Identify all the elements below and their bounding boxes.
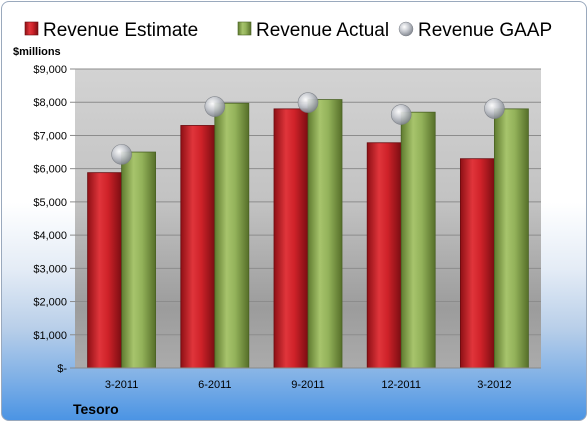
bars	[87, 99, 529, 369]
x-axis-ticks: 3-2011 6-2011 9-2011 12-2011 3-2012	[105, 379, 512, 391]
estimate-bar	[366, 142, 402, 369]
x-tick-label: 9-2011	[291, 379, 324, 391]
y-tick-label: $7,000	[33, 130, 67, 142]
legend-actual-swatch	[237, 21, 252, 36]
y-axis-ticks: $- $1,000 $2,000 $3,000 $4,000 $5,000 $6,000 $7…	[33, 64, 75, 375]
legend-label: Revenue Actual	[256, 20, 389, 41]
y-tick-label: $8,000	[33, 97, 67, 109]
estimate-bar	[180, 125, 216, 369]
y-tick-label: $3,000	[33, 263, 67, 275]
legend-label: Revenue GAAP	[418, 20, 552, 41]
estimate-bar	[273, 108, 309, 369]
y-tick-label: $5,000	[33, 197, 67, 209]
legend-estimate-swatch	[24, 21, 39, 36]
x-tick-label: 6-2011	[198, 379, 231, 391]
gaap-marker	[297, 92, 319, 113]
gaap-marker	[390, 104, 412, 125]
company-label: Tesoro	[73, 401, 119, 417]
actual-bar	[214, 102, 250, 369]
y-tick-label: $4,000	[33, 230, 67, 242]
estimate-bar	[459, 158, 495, 369]
actual-bar	[493, 108, 529, 369]
gaap-markers	[111, 92, 505, 165]
x-tick-label: 3-2012	[477, 379, 511, 391]
gaap-marker	[111, 144, 132, 165]
y-axis-unit-label: $millions	[13, 46, 61, 58]
actual-bar	[121, 151, 156, 369]
y-tick-label: $2,000	[33, 297, 67, 309]
x-tick-label: 12-2011	[381, 379, 421, 391]
y-tick-label: $-	[57, 363, 67, 375]
y-tick-label: $6,000	[33, 164, 67, 176]
actual-bar	[400, 111, 436, 369]
y-tick-label: $9,000	[33, 64, 67, 76]
estimate-bar	[87, 172, 122, 369]
gaap-marker	[204, 96, 226, 117]
legend-gaap-swatch	[398, 21, 414, 37]
gaap-marker	[484, 98, 505, 119]
legend: Revenue Estimate Revenue Actual Revenue GA…	[24, 20, 552, 41]
actual-bar	[307, 99, 343, 369]
y-tick-label: $1,000	[33, 330, 67, 342]
legend-label: Revenue Estimate	[43, 20, 198, 41]
x-tick-label: 3-2011	[105, 379, 138, 391]
